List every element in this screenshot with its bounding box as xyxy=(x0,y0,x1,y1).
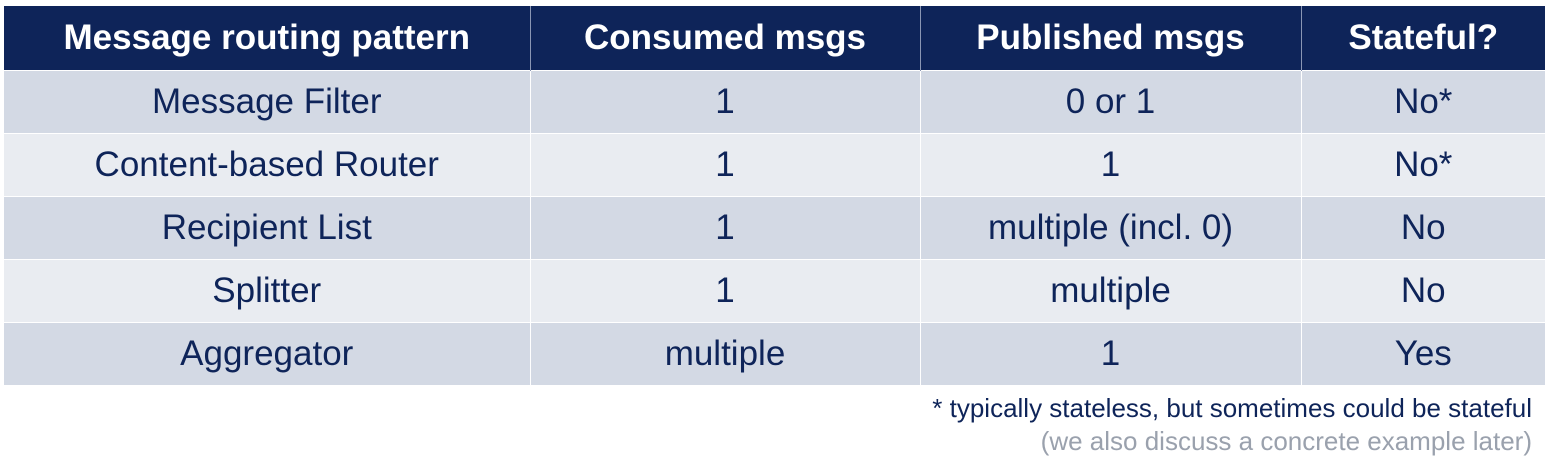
cell-consumed: 1 xyxy=(529,70,920,134)
cell-published: multiple (incl. 0) xyxy=(919,196,1301,260)
header-consumed: Consumed msgs xyxy=(529,6,920,71)
cell-stateful: No* xyxy=(1300,70,1545,134)
table-row: Splitter 1 multiple No xyxy=(4,259,1545,323)
header-pattern: Message routing pattern xyxy=(4,6,530,71)
cell-consumed: 1 xyxy=(529,259,920,323)
cell-consumed: 1 xyxy=(529,196,920,260)
footnotes: * typically stateless, but sometimes cou… xyxy=(932,392,1532,458)
cell-published: 1 xyxy=(919,322,1301,385)
cell-pattern: Message Filter xyxy=(4,70,530,134)
cell-published: 1 xyxy=(919,133,1301,197)
table-row: Aggregator multiple 1 Yes xyxy=(4,322,1545,385)
cell-published: multiple xyxy=(919,259,1301,323)
table-row: Recipient List 1 multiple (incl. 0) No xyxy=(4,196,1545,260)
footnote-example: (we also discuss a concrete example late… xyxy=(1040,426,1532,456)
table-row: Content-based Router 1 1 No* xyxy=(4,133,1545,197)
routing-patterns-table: Message routing pattern Consumed msgs Pu… xyxy=(4,6,1545,385)
table-row: Message Filter 1 0 or 1 No* xyxy=(4,70,1545,134)
footnote-stateless: * typically stateless, but sometimes cou… xyxy=(932,393,1532,423)
cell-consumed: multiple xyxy=(529,322,920,385)
cell-stateful: No xyxy=(1300,259,1545,323)
cell-pattern: Content-based Router xyxy=(4,133,530,197)
cell-consumed: 1 xyxy=(529,133,920,197)
cell-pattern: Splitter xyxy=(4,259,530,323)
cell-pattern: Recipient List xyxy=(4,196,530,260)
cell-stateful: No xyxy=(1300,196,1545,260)
header-stateful: Stateful? xyxy=(1300,6,1545,71)
cell-stateful: Yes xyxy=(1300,322,1545,385)
cell-published: 0 or 1 xyxy=(919,70,1301,134)
table-header-row: Message routing pattern Consumed msgs Pu… xyxy=(4,6,1545,71)
header-published: Published msgs xyxy=(919,6,1301,71)
cell-pattern: Aggregator xyxy=(4,322,530,385)
cell-stateful: No* xyxy=(1300,133,1545,197)
